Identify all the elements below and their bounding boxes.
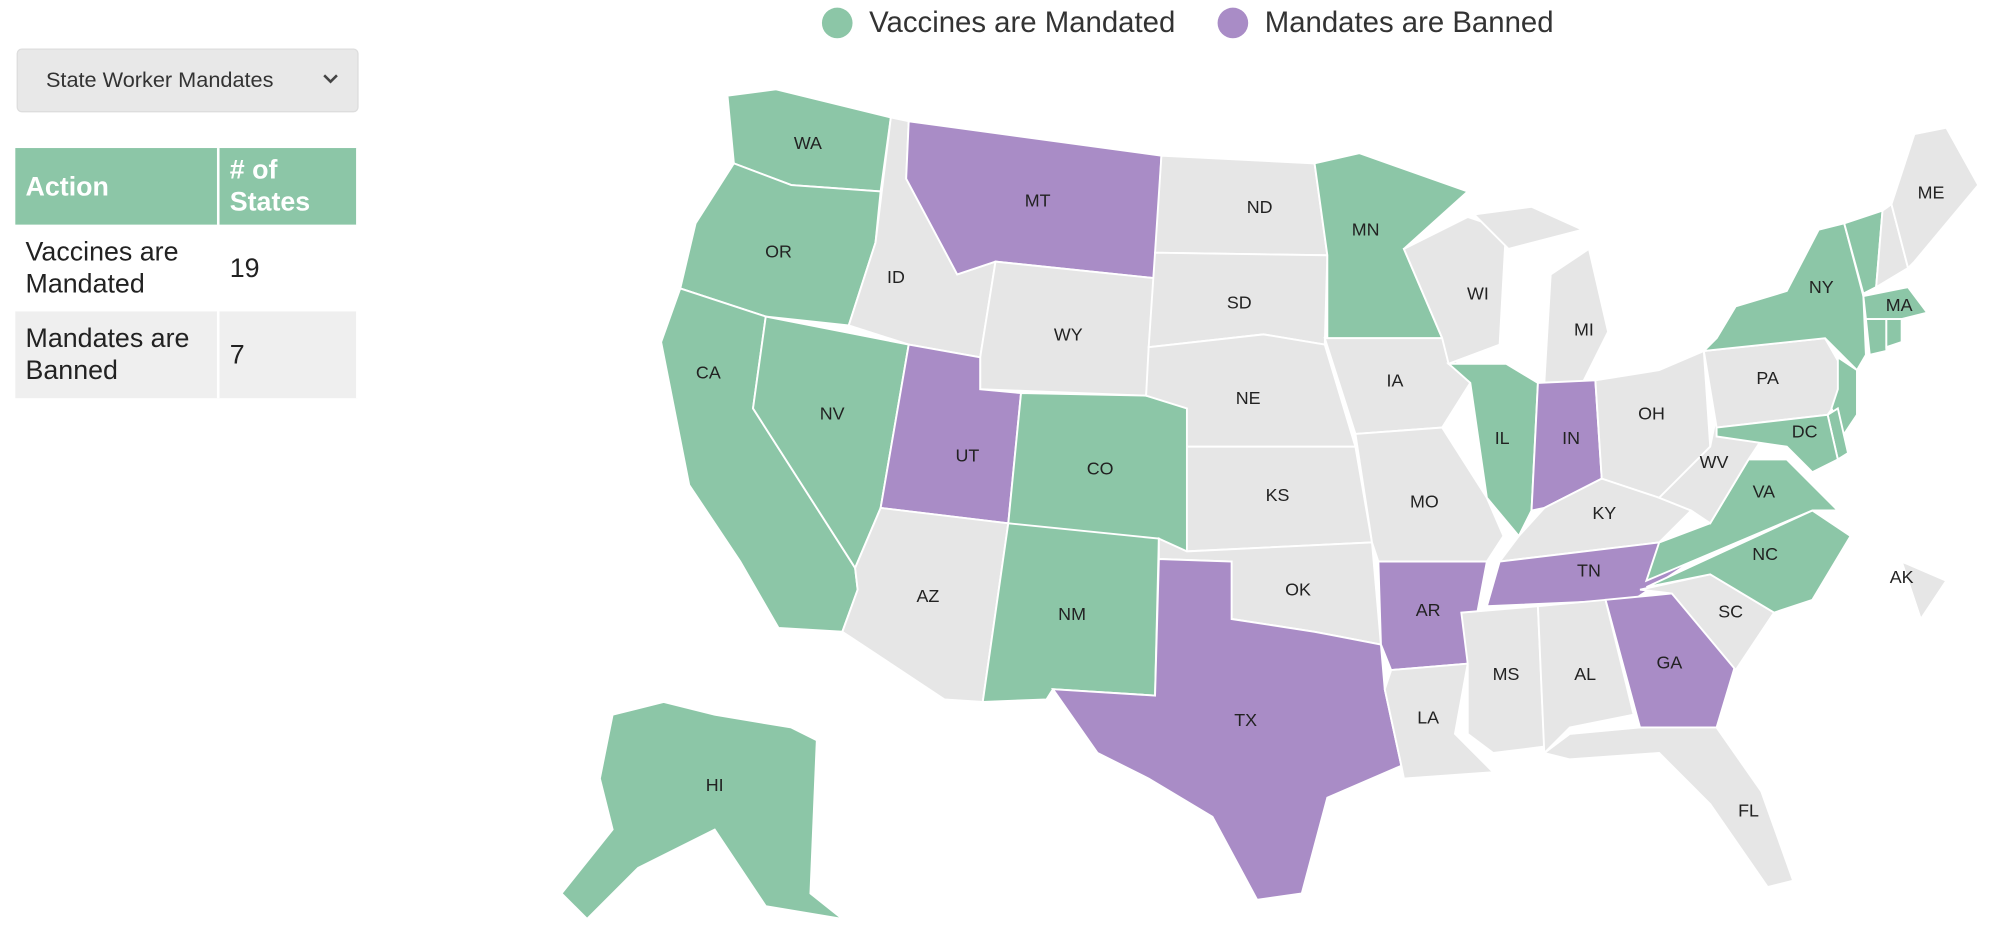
state-label: AZ bbox=[916, 586, 939, 606]
state-label: MN bbox=[1352, 220, 1380, 240]
state-shape bbox=[1542, 726, 1795, 889]
state-label: HI bbox=[706, 775, 724, 795]
cell: Vaccines are Mandated bbox=[15, 224, 220, 312]
state-label: UT bbox=[956, 446, 980, 466]
state-shape bbox=[1536, 598, 1635, 756]
state-shape bbox=[1154, 154, 1329, 257]
state-label: KY bbox=[1592, 503, 1616, 523]
state-label: FL bbox=[1738, 800, 1759, 820]
state-shape bbox=[979, 260, 1157, 397]
dropdown[interactable]: State Worker Mandates bbox=[16, 48, 359, 113]
state-label: VA bbox=[1753, 481, 1776, 501]
dropdown-label: State Worker Mandates bbox=[45, 67, 274, 92]
state-label: SD bbox=[1227, 292, 1252, 312]
state-shape bbox=[560, 700, 846, 921]
state-label: NY bbox=[1809, 277, 1834, 297]
state-label: MO bbox=[1410, 492, 1439, 512]
row: Mandates are Banned 7 bbox=[15, 311, 359, 399]
state-label: IA bbox=[1387, 370, 1404, 390]
state-label: ME bbox=[1918, 183, 1945, 203]
state-label: OR bbox=[765, 241, 792, 261]
legend-label: Vaccines are Mandated bbox=[869, 6, 1175, 39]
state-label: DC bbox=[1792, 421, 1818, 441]
state-label: IL bbox=[1495, 428, 1510, 448]
state-shape bbox=[1543, 247, 1610, 384]
row: Vaccines are Mandated 19 bbox=[15, 224, 359, 312]
state-label: OH bbox=[1638, 404, 1665, 424]
cell: Mandates are Banned bbox=[15, 311, 220, 399]
state-label: MA bbox=[1886, 295, 1913, 315]
state-shape bbox=[1890, 126, 1980, 270]
legend-swatch bbox=[821, 7, 853, 39]
state-shape bbox=[1864, 318, 1888, 356]
state-shape bbox=[1885, 318, 1903, 349]
state-shape bbox=[1323, 337, 1472, 435]
state-shape bbox=[1472, 205, 1586, 250]
state-shape bbox=[1383, 662, 1496, 780]
state-label: ID bbox=[887, 267, 905, 287]
header-cell: Action bbox=[15, 148, 220, 225]
state-shape bbox=[1862, 286, 1929, 321]
state-label: AK bbox=[1890, 567, 1914, 587]
cell: 19 bbox=[218, 224, 359, 312]
state-label: WI bbox=[1467, 284, 1489, 304]
state-label: MS bbox=[1493, 664, 1520, 684]
cell: 7 bbox=[218, 311, 359, 399]
state-label: NM bbox=[1058, 604, 1086, 624]
state-label: WY bbox=[1054, 324, 1083, 344]
state-shape bbox=[1657, 413, 1763, 525]
state-shape bbox=[1446, 362, 1539, 538]
state-label: NC bbox=[1752, 544, 1778, 564]
legend-swatch bbox=[1217, 7, 1249, 39]
chevron bbox=[323, 74, 338, 84]
state-label: SC bbox=[1718, 601, 1743, 621]
state-label: MT bbox=[1025, 190, 1051, 210]
state-label: TN bbox=[1577, 560, 1601, 580]
state-shape bbox=[1715, 413, 1839, 474]
state-label: TX bbox=[1234, 710, 1257, 730]
state-label: KS bbox=[1266, 485, 1290, 505]
state-label: NV bbox=[820, 404, 845, 424]
state-label: AL bbox=[1574, 664, 1596, 684]
header-cell: # of States bbox=[218, 148, 359, 225]
state-shape bbox=[1900, 559, 1948, 622]
state-label: CA bbox=[696, 363, 721, 383]
state-label: LA bbox=[1417, 707, 1439, 727]
state-shape bbox=[1604, 592, 1737, 729]
state-label: IN bbox=[1562, 428, 1580, 448]
state-label: OK bbox=[1285, 580, 1311, 600]
state-label: WV bbox=[1700, 452, 1729, 472]
state-label: AR bbox=[1416, 600, 1441, 620]
state-shape bbox=[1354, 426, 1505, 563]
state-label: MI bbox=[1574, 319, 1594, 339]
state-label: PA bbox=[1756, 368, 1779, 388]
state-shape bbox=[1402, 215, 1508, 366]
state-label: ND bbox=[1247, 197, 1273, 217]
state-label: CO bbox=[1087, 458, 1114, 478]
header-row: Action # of States bbox=[15, 148, 359, 225]
state-label: NE bbox=[1236, 388, 1261, 408]
state-label: GA bbox=[1656, 652, 1682, 672]
state-label: WA bbox=[794, 133, 822, 153]
summary-table: Action # of States Vaccines are Mandated 1… bbox=[15, 148, 359, 399]
legend-label: Mandates are Banned bbox=[1265, 6, 1554, 39]
